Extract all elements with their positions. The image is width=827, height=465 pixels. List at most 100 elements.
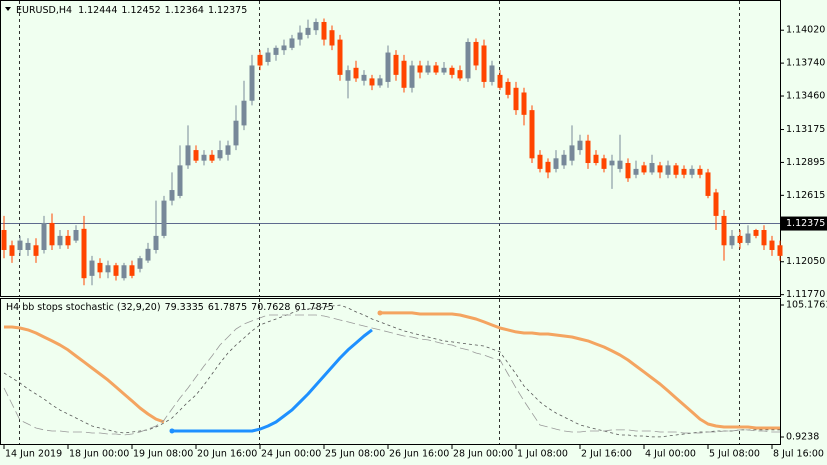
candle-body xyxy=(241,100,247,126)
price-header: EURUSD,H4 1.12444 1.12452 1.12364 1.12375 xyxy=(16,5,247,16)
candle-body xyxy=(609,160,615,166)
indicator-value: 79.3335 xyxy=(165,302,204,313)
candle-body xyxy=(217,150,223,159)
x-tick-label: 1 Jul 08:00 xyxy=(517,449,568,460)
candle-body xyxy=(265,52,271,62)
y-tick-label: 0.9238 xyxy=(786,432,819,443)
candle-body xyxy=(441,67,447,73)
candle-body xyxy=(73,230,79,241)
candle-body xyxy=(481,45,487,82)
candle-body xyxy=(745,233,751,243)
candle-body xyxy=(49,222,55,246)
x-tick-label: 2 Jul 16:00 xyxy=(581,449,632,460)
y-tick-label: 1.14020 xyxy=(786,25,825,36)
candle-body xyxy=(489,65,495,82)
indicator-start-dot xyxy=(377,310,383,316)
candle-body xyxy=(593,154,599,164)
candle-body xyxy=(33,245,39,256)
candle-body xyxy=(713,192,719,216)
candle-body xyxy=(97,262,103,273)
candle-body xyxy=(345,70,351,81)
candle-body xyxy=(169,190,175,201)
candle-body xyxy=(321,21,327,40)
candle-body xyxy=(121,265,127,279)
candle-body xyxy=(145,248,151,261)
candle-body xyxy=(89,260,95,276)
candle-body xyxy=(681,168,687,175)
candle-body xyxy=(129,265,135,276)
y-tick-label: 1.12615 xyxy=(786,190,825,201)
indicator-panel-frame xyxy=(0,298,781,445)
indicator-value: 61.7875 xyxy=(294,302,333,313)
candle-body xyxy=(673,165,679,175)
indicator-title: H4 bb stops stochastic (32,9,20) xyxy=(6,302,161,313)
candle-body xyxy=(329,30,335,46)
candle-body xyxy=(9,245,15,256)
candle-body xyxy=(361,74,367,81)
candle-body xyxy=(369,78,375,86)
x-tick-label: 20 Jun 16:00 xyxy=(197,449,257,460)
x-tick-label: 18 Jun 00:00 xyxy=(69,449,129,460)
candle-body xyxy=(17,240,23,250)
candle-body xyxy=(457,70,463,79)
x-tick-label: 25 Jun 08:00 xyxy=(325,449,385,460)
candle-body xyxy=(553,158,559,169)
candle-body xyxy=(193,150,199,161)
candle-body xyxy=(697,168,703,175)
indicator-line xyxy=(3,314,780,436)
menu-arrow[interactable] xyxy=(5,7,11,11)
current-price-box xyxy=(781,216,827,231)
candle-body xyxy=(377,78,383,86)
x-tick-label: 24 Jun 00:00 xyxy=(261,449,321,460)
candle-body xyxy=(425,65,431,73)
candle-body xyxy=(401,60,407,88)
candle-body xyxy=(233,120,239,146)
candle-body xyxy=(641,165,647,173)
y-tick-label: 105.1761 xyxy=(786,300,827,311)
candle-body xyxy=(209,154,215,161)
candle-body xyxy=(65,235,71,246)
candle-body xyxy=(537,154,543,169)
candle-body xyxy=(585,140,591,164)
candle-body xyxy=(705,172,711,196)
indicator-line xyxy=(4,311,780,430)
candle-body xyxy=(257,54,263,66)
candle-body xyxy=(769,240,775,250)
candle-body xyxy=(177,165,183,196)
candle-body xyxy=(561,154,567,166)
header-value: 1.12452 xyxy=(121,5,160,16)
header-value: 1.12364 xyxy=(165,5,204,16)
y-tick-label: 1.12050 xyxy=(786,256,825,267)
x-tick-label: 26 Jun 16:00 xyxy=(389,449,449,460)
candle-body xyxy=(185,145,191,166)
candle-body xyxy=(529,110,535,159)
candle-body xyxy=(393,54,399,75)
candle-body xyxy=(505,81,511,95)
indicator-line xyxy=(172,328,373,433)
candle-body xyxy=(353,67,359,79)
candle-body xyxy=(305,27,311,35)
candle-body xyxy=(625,163,631,179)
candle-body xyxy=(409,65,415,88)
x-tick-label: 19 Jun 08:00 xyxy=(133,449,193,460)
candle-body xyxy=(649,163,655,173)
indicator-value: 61.7875 xyxy=(208,302,247,313)
candle-body xyxy=(689,168,695,175)
x-tick-label: 28 Jun 00:00 xyxy=(453,449,513,460)
candle-body xyxy=(297,32,303,40)
x-tick-label: 14 Jun 2019 xyxy=(5,449,62,460)
candle-body xyxy=(633,168,639,175)
candle-body xyxy=(313,21,319,31)
indicator-header: H4 bb stops stochastic (32,9,20) 79.3335 6… xyxy=(6,302,334,313)
candle-body xyxy=(289,38,295,48)
candle-body xyxy=(161,200,167,236)
header-value: 1.12375 xyxy=(208,5,247,16)
candle-body xyxy=(281,45,287,51)
candle-body xyxy=(105,265,111,273)
candle-body xyxy=(577,140,583,151)
candle-body xyxy=(569,145,575,161)
candle-body xyxy=(273,47,279,55)
indicator-value: 70.7628 xyxy=(251,302,290,313)
